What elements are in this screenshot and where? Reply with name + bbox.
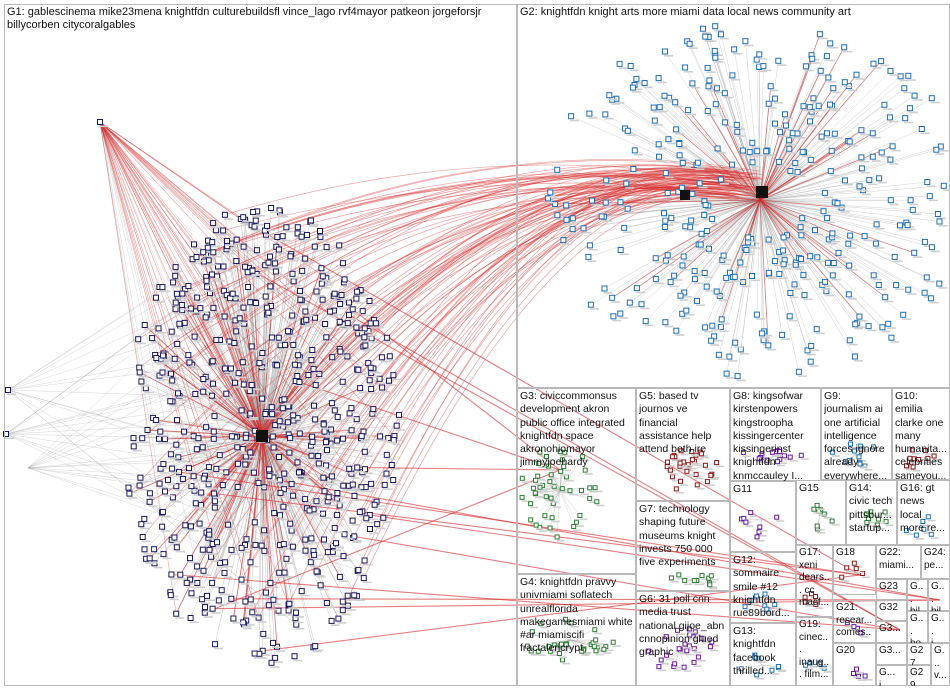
group-label-g7: G7: technology shaping future museums kn… <box>639 503 716 569</box>
group-box-g10: G10: emilia clarke one many humanita... … <box>892 388 950 480</box>
group-label-g15: G15 <box>799 482 819 494</box>
group-box-g26: G... bil... <box>928 579 950 611</box>
group-label-g27: G27 <box>910 645 924 665</box>
group-label-g22: G22: miami... <box>879 547 914 571</box>
group-box-g20: G20 <box>833 643 876 686</box>
group-label-g18: G18 <box>836 547 855 558</box>
group-label-g24: G24: pe... <box>924 547 946 571</box>
group-label-g33: G3... <box>879 623 901 634</box>
group-box-g6: G6: 31 poll cnn media trust national gij… <box>636 591 730 686</box>
group-label-g3: G3: civiccommonsus development akron pub… <box>520 390 625 469</box>
group-box-g2: G2: knightfdn knight arts more miami dat… <box>517 4 950 388</box>
group-label-g13: G13: knightfdn facebook thrilled... <box>733 625 776 677</box>
group-box-g30: G... ho... <box>907 611 928 643</box>
group-box-g1: G1: gablescinema mike23mena knightfdn cu… <box>4 4 517 686</box>
group-box-g31: G... i... <box>928 611 950 643</box>
group-label-g28: G... v... <box>934 645 947 681</box>
group-box-g18: G18 <box>833 545 876 595</box>
group-label-g19: G19: cinec... inaug... film... <box>799 619 830 680</box>
group-label-g17: G17: xeni dears... cc macf... <box>799 547 830 608</box>
group-label-g26: G... bil... <box>931 581 947 611</box>
group-label-g25: G... bil... <box>910 581 924 611</box>
group-box-g34: G3... <box>876 643 907 665</box>
group-box-g14: G14: civic tech pittsbur... startup... <box>846 480 897 545</box>
group-label-g31: G... i... <box>931 613 945 643</box>
group-box-g9: G9: journalism ai one artificial intelli… <box>821 388 892 480</box>
group-label-g11: G11 <box>733 483 753 495</box>
group-box-g5: G5: based tv journos ve financial assist… <box>636 388 730 501</box>
group-box-g28: G... v... <box>931 643 950 686</box>
group-box-g24: G24: pe... <box>921 545 950 579</box>
group-box-g29: G29 <box>907 665 931 686</box>
group-label-g4: G4: knightfdn pravvy univmiami soflatech… <box>520 576 633 655</box>
group-label-g5: G5: based tv journos ve financial assist… <box>639 390 712 456</box>
group-box-g27: G27 <box>907 643 931 665</box>
group-label-g6: G6: 31 poll cnn media trust national gij… <box>639 593 725 659</box>
group-label-g21: G21: resear... comes... <box>836 602 873 643</box>
group-label-g10: G10: emilia clarke one many humanita... … <box>895 390 947 480</box>
group-box-g12: G12: sommaire smile #12 knightfdn rue89b… <box>730 552 796 623</box>
group-label-g23: G23 <box>879 581 898 592</box>
group-label-g12: G12: sommaire smile #12 knightfdn rue89b… <box>733 554 790 620</box>
group-label-g35: G... i... <box>879 667 896 686</box>
group-box-g23: G23 <box>876 579 907 600</box>
group-box-g22: G22: miami... <box>876 545 921 579</box>
group-box-g4: G4: knightfdn pravvy univmiami soflatech… <box>517 574 636 686</box>
group-box-g8: G8: kingsofwar kirstenpowers kingstrooph… <box>730 388 821 481</box>
group-label-g2: G2: knightfdn knight arts more miami dat… <box>520 6 851 18</box>
group-box-g19: G19: cinec... inaug... film... <box>796 617 833 686</box>
group-box-g3: G3: civiccommonsus development akron pub… <box>517 388 636 574</box>
group-label-g20: G20 <box>836 645 855 656</box>
group-box-g16: G16: gt news local more re... <box>897 480 950 545</box>
group-box-g33: G3... <box>876 621 907 643</box>
group-box-g25: G... bil... <box>907 579 928 611</box>
group-label-g1: G1: gablescinema mike23mena knightfdn cu… <box>7 6 482 31</box>
group-box-g15: G15 <box>796 480 846 545</box>
group-box-g7: G7: technology shaping future museums kn… <box>636 501 730 591</box>
group-box-g35: G... i... <box>876 665 907 686</box>
group-label-g14: G14: civic tech pittsbur... startup... <box>849 482 893 534</box>
group-box-g17: G17: xeni dears... cc macf... <box>796 545 833 617</box>
group-label-g30: G... ho... <box>910 613 924 643</box>
group-box-g21: G21: resear... comes... <box>833 600 876 643</box>
group-box-g11: G11 <box>730 481 796 552</box>
nodes <box>3 23 950 681</box>
group-label-g29: G29 <box>910 667 924 686</box>
group-label-g32: G32 <box>879 602 898 613</box>
group-box-g13: G13: knightfdn facebook thrilled... <box>730 623 796 686</box>
group-label-g9: G9: journalism ai one artificial intelli… <box>824 390 888 480</box>
group-box-g32: G32 <box>876 600 907 621</box>
group-label-g8: G8: kingsofwar kirstenpowers kingstrooph… <box>733 390 804 481</box>
group-label-g16: G16: gt news local more re... <box>900 482 945 534</box>
group-label-g34: G3... <box>879 645 901 656</box>
